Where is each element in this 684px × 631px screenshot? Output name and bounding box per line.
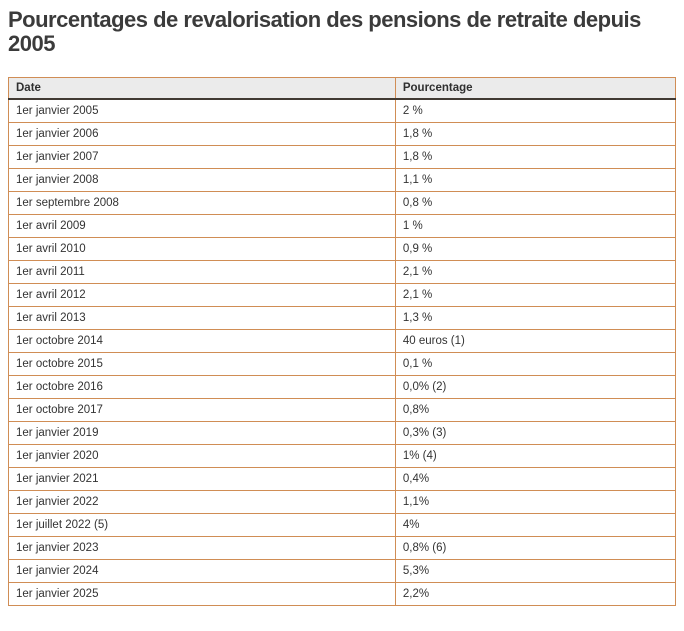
pourcentage-cell: 0,8 % — [394, 191, 677, 216]
pourcentage-cell: 1,1% — [394, 490, 677, 515]
pourcentage-cell: 2 % — [394, 98, 677, 124]
table-header-row: Date Pourcentage — [8, 77, 677, 101]
date-cell: 1er avril 2009 — [8, 214, 396, 239]
pourcentage-cell: 2,1 % — [394, 260, 677, 285]
pourcentage-cell: 0,1 % — [394, 352, 677, 377]
table-row: 1er avril 2011 2,1 % — [8, 260, 677, 285]
pourcentage-cell: 0,3% (3) — [394, 421, 677, 446]
date-cell: 1er janvier 2024 — [8, 559, 396, 584]
date-cell: 1er janvier 2008 — [8, 168, 396, 193]
table-row: 1er avril 2013 1,3 % — [8, 306, 677, 331]
date-cell: 1er octobre 2015 — [8, 352, 396, 377]
pourcentage-cell: 2,1 % — [394, 283, 677, 308]
table-row: 1er janvier 2007 1,8 % — [8, 145, 677, 170]
date-cell: 1er septembre 2008 — [8, 191, 396, 216]
table-row: 1er avril 2012 2,1 % — [8, 283, 677, 308]
date-cell: 1er octobre 2017 — [8, 398, 396, 423]
page-title: Pourcentages de revalorisation des pensi… — [8, 7, 641, 57]
pourcentage-cell: 1,1 % — [394, 168, 677, 193]
date-cell: 1er janvier 2025 — [8, 582, 396, 607]
pourcentage-cell: 0,8% — [394, 398, 677, 423]
column-header-pourcentage: Pourcentage — [394, 77, 677, 101]
date-cell: 1er avril 2013 — [8, 306, 396, 331]
pourcentage-cell: 1% (4) — [394, 444, 677, 469]
date-cell: 1er avril 2011 — [8, 260, 396, 285]
pourcentage-cell: 0,8% (6) — [394, 536, 677, 561]
table-row: 1er janvier 2005 2 % — [8, 98, 677, 124]
date-cell: 1er juillet 2022 (5) — [8, 513, 396, 538]
table-row: 1er janvier 2024 5,3% — [8, 559, 677, 584]
table-row: 1er octobre 2014 40 euros (1) — [8, 329, 677, 354]
pourcentage-cell: 2,2% — [394, 582, 677, 607]
date-cell: 1er janvier 2020 — [8, 444, 396, 469]
pourcentage-cell: 0,0% (2) — [394, 375, 677, 400]
pourcentage-cell: 0,4% — [394, 467, 677, 492]
table-body: 1er janvier 2005 2 % 1er janvier 2006 1,8 %… — [8, 98, 677, 607]
table-row: 1er janvier 2006 1,8 % — [8, 122, 677, 147]
date-cell: 1er janvier 2021 — [8, 467, 396, 492]
date-cell: 1er janvier 2023 — [8, 536, 396, 561]
table-row: 1er janvier 2021 0,4% — [8, 467, 677, 492]
date-cell: 1er janvier 2022 — [8, 490, 396, 515]
date-cell: 1er janvier 2007 — [8, 145, 396, 170]
date-cell: 1er avril 2010 — [8, 237, 396, 262]
pourcentage-cell: 1 % — [394, 214, 677, 239]
date-cell: 1er janvier 2005 — [8, 98, 396, 124]
date-cell: 1er janvier 2019 — [8, 421, 396, 446]
date-cell: 1er avril 2012 — [8, 283, 396, 308]
table-row: 1er juillet 2022 (5) 4% — [8, 513, 677, 538]
table-row: 1er janvier 2025 2,2% — [8, 582, 677, 607]
date-cell: 1er octobre 2014 — [8, 329, 396, 354]
column-header-date: Date — [8, 77, 396, 101]
pourcentage-cell: 5,3% — [394, 559, 677, 584]
table-row: 1er septembre 2008 0,8 % — [8, 191, 677, 216]
table-row: 1er janvier 2022 1,1% — [8, 490, 677, 515]
page: Pourcentages de revalorisation des pensi… — [8, 7, 677, 607]
table-row: 1er janvier 2023 0,8% (6) — [8, 536, 677, 561]
table-row: 1er avril 2009 1 % — [8, 214, 677, 239]
table-row: 1er janvier 2020 1% (4) — [8, 444, 677, 469]
date-cell: 1er janvier 2006 — [8, 122, 396, 147]
table-header: Date Pourcentage — [8, 77, 677, 101]
table-row: 1er janvier 2019 0,3% (3) — [8, 421, 677, 446]
table-row: 1er janvier 2008 1,1 % — [8, 168, 677, 193]
revalorisation-table: Date Pourcentage 1er janvier 2005 2 % 1er … — [8, 77, 677, 607]
date-cell: 1er octobre 2016 — [8, 375, 396, 400]
pourcentage-cell: 0,9 % — [394, 237, 677, 262]
pourcentage-cell: 4% — [394, 513, 677, 538]
pourcentage-cell: 1,3 % — [394, 306, 677, 331]
pourcentage-cell: 1,8 % — [394, 145, 677, 170]
table-row: 1er octobre 2015 0,1 % — [8, 352, 677, 377]
pourcentage-cell: 1,8 % — [394, 122, 677, 147]
table-row: 1er octobre 2017 0,8% — [8, 398, 677, 423]
table-row: 1er avril 2010 0,9 % — [8, 237, 677, 262]
table-row: 1er octobre 2016 0,0% (2) — [8, 375, 677, 400]
pourcentage-cell: 40 euros (1) — [394, 329, 677, 354]
